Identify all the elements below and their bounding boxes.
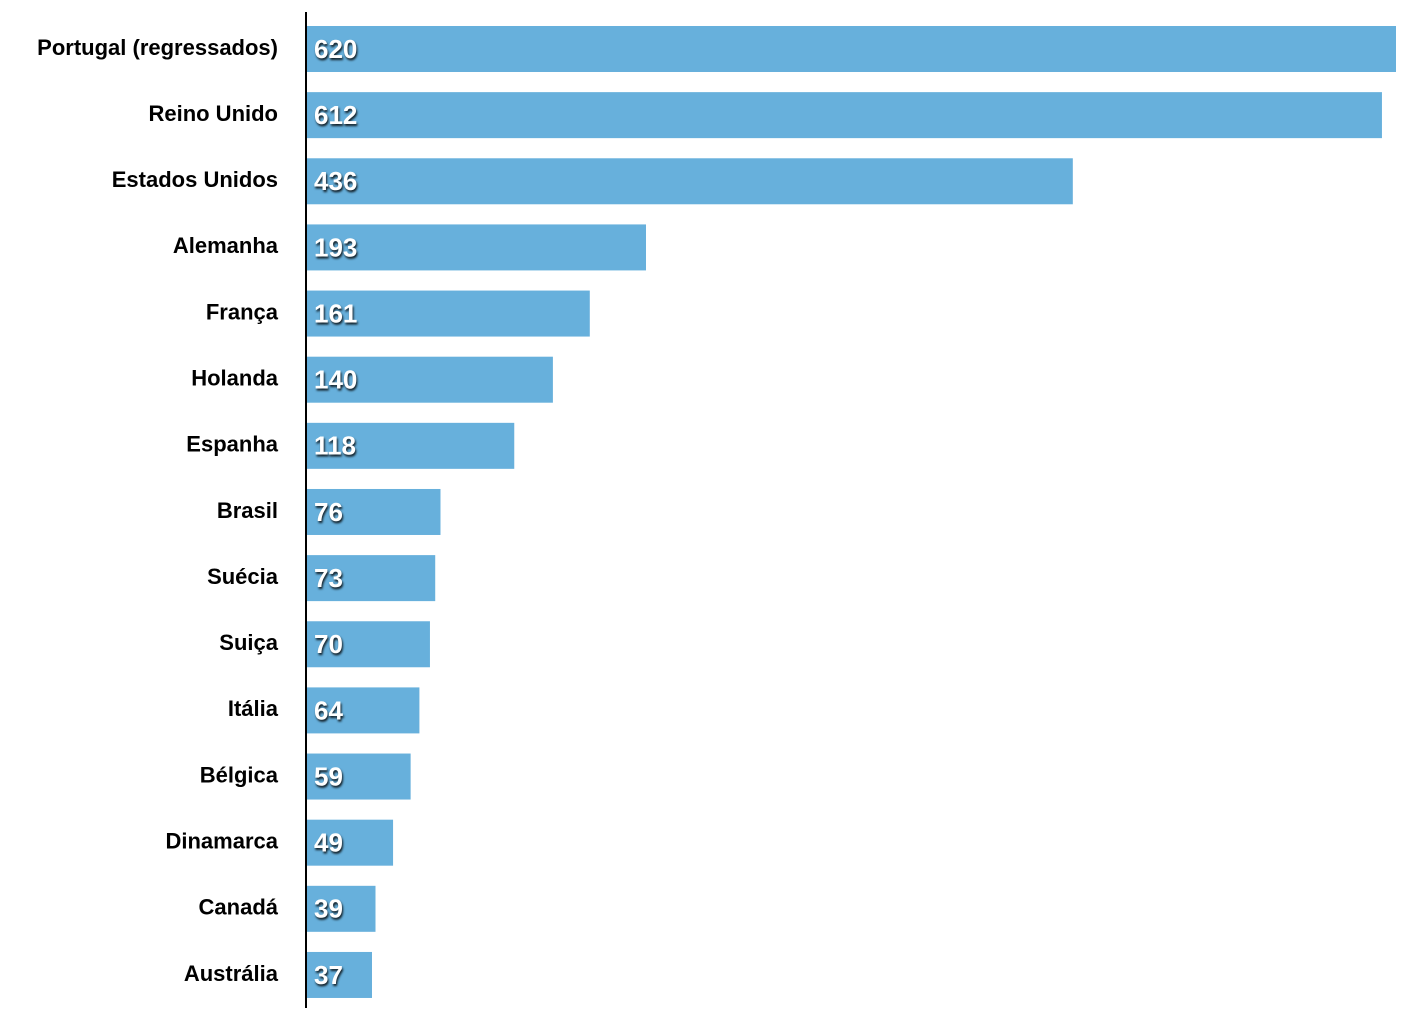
bar: [307, 290, 590, 337]
category-label: Estados Unidos: [112, 167, 278, 192]
category-label: Bélgica: [200, 762, 279, 787]
value-label: 70: [314, 629, 343, 659]
value-label: 59: [314, 761, 343, 791]
bar: [307, 885, 376, 932]
value-label: 620: [314, 34, 357, 64]
value-label: 140: [314, 365, 357, 395]
category-label: Suécia: [207, 564, 279, 589]
category-label: Austrália: [184, 961, 279, 986]
category-label: Reino Unido: [148, 101, 278, 126]
category-label: Suiça: [219, 630, 278, 655]
category-label: Dinamarca: [165, 828, 278, 853]
bar: [307, 951, 372, 998]
bar: [307, 687, 420, 734]
bar: [307, 819, 394, 866]
value-label: 161: [314, 298, 357, 328]
value-label: 76: [314, 497, 343, 527]
category-label: Itália: [228, 696, 279, 721]
bar: [307, 356, 553, 403]
value-label: 193: [314, 232, 357, 262]
value-label: 39: [314, 894, 343, 924]
category-label: Canadá: [199, 895, 279, 920]
value-label: 37: [314, 960, 343, 990]
value-label: 64: [314, 695, 343, 725]
value-label: 73: [314, 563, 343, 593]
bar: [307, 422, 515, 469]
bar: [307, 26, 1396, 72]
bar: [307, 488, 441, 535]
category-label: Alemanha: [173, 233, 279, 258]
bar: [307, 555, 436, 602]
value-label: 118: [314, 431, 356, 461]
category-label: Portugal (regressados): [37, 35, 278, 60]
category-label: Holanda: [191, 366, 279, 391]
bar: [307, 224, 646, 271]
category-label: França: [206, 299, 279, 324]
category-label: Brasil: [217, 498, 278, 523]
bar: [307, 753, 411, 800]
bar: [307, 92, 1382, 139]
value-label: 612: [314, 100, 357, 130]
value-label: 436: [314, 166, 357, 196]
bar: [307, 621, 430, 668]
bar: [307, 158, 1073, 205]
category-label: Espanha: [186, 432, 278, 457]
value-label: 49: [314, 828, 343, 858]
